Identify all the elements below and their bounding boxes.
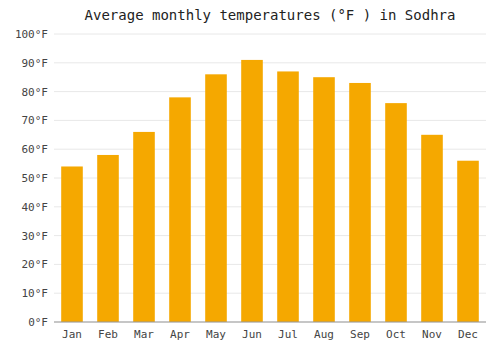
x-tick-label: Jul [278,328,298,341]
y-tick-label: 50°F [22,172,49,185]
bar [97,155,119,322]
grid-line [54,322,486,323]
y-tick-label: 80°F [22,86,49,99]
grid-line [54,120,486,121]
x-tick-label: Mar [134,328,154,341]
bar [61,166,83,322]
x-axis-line [54,322,486,323]
chart-svg: Average monthly temperatures (°F ) in So… [0,0,500,350]
x-tick-label: May [206,328,226,341]
grid [54,34,486,322]
y-tick-label: 10°F [22,287,49,300]
bar [349,83,371,322]
x-tick-label: Dec [458,328,478,341]
grid-line [54,62,486,63]
grid-line [54,34,486,35]
x-tick-label: Oct [386,328,406,341]
bar [457,161,479,322]
x-tick-label: Feb [98,328,118,341]
x-tick-label: Jan [62,328,82,341]
y-tick-label: 100°F [15,28,48,41]
y-tick-label: 40°F [22,201,49,214]
bar [313,77,335,322]
x-tick-label: Apr [170,328,190,341]
bar [169,97,191,322]
bar [205,74,227,322]
y-tick-label: 60°F [22,143,49,156]
bar [385,103,407,322]
y-tick-label: 30°F [22,230,49,243]
x-tick-label: Jun [242,328,262,341]
bars [61,60,479,322]
y-tick-label: 70°F [22,114,49,127]
x-tick-label: Nov [422,328,442,341]
y-tick-label: 20°F [22,258,49,271]
y-tick-label: 90°F [22,57,49,70]
bar [421,135,443,322]
chart-container: Average monthly temperatures (°F ) in So… [0,0,500,350]
title: Average monthly temperatures (°F ) in So… [85,7,456,23]
grid-line [54,91,486,92]
x-tick-label: Sep [350,328,370,341]
x-tick-label: Aug [314,328,334,341]
y-tick-label: 0°F [28,316,48,329]
bar [277,71,299,322]
bar [133,132,155,322]
bar [241,60,263,322]
